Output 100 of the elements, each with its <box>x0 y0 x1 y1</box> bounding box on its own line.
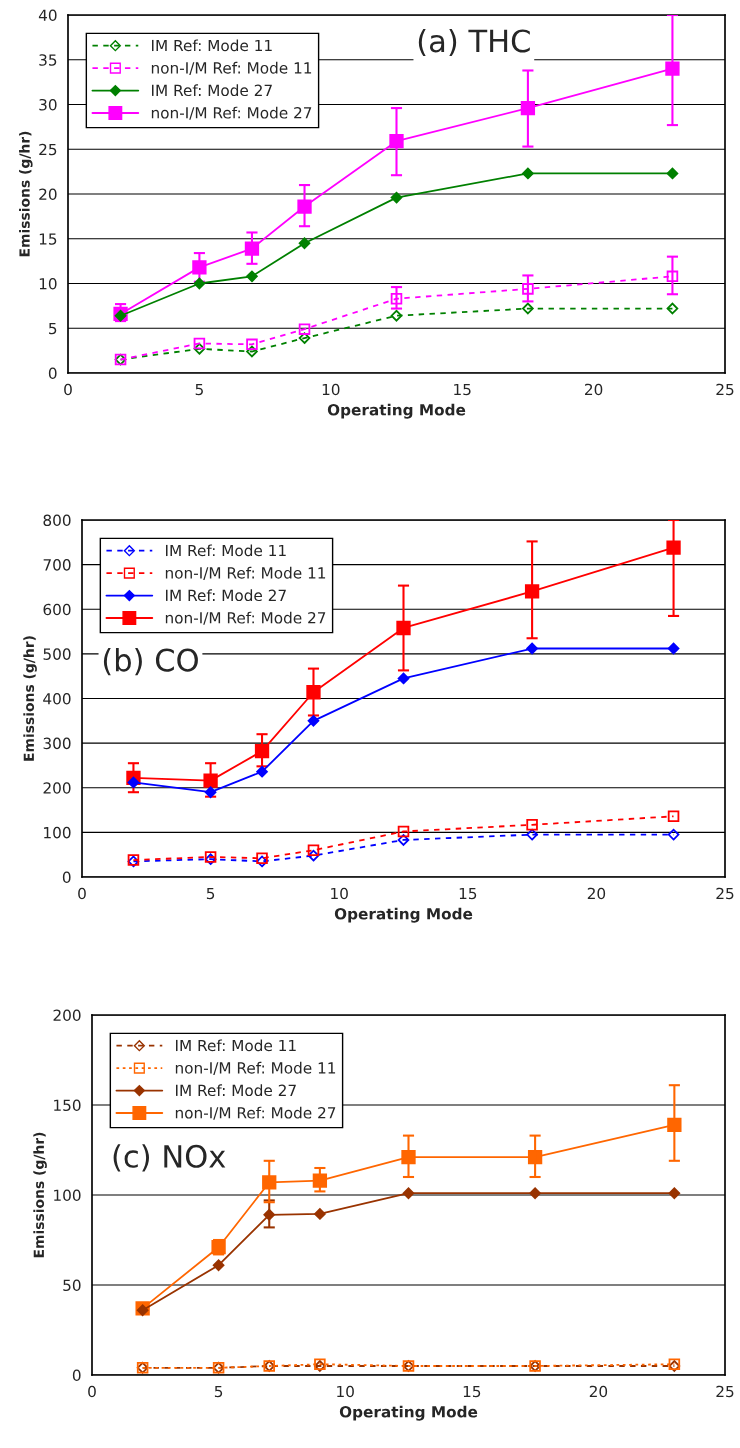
text: (b) CO <box>103 648 198 676</box>
point <box>668 1187 681 1200</box>
x-tick-label: 20 <box>585 383 603 396</box>
y-tick-label: 100 <box>54 1189 81 1202</box>
point <box>667 642 680 655</box>
point <box>297 199 312 214</box>
point <box>193 277 206 290</box>
x-tick-label: 10 <box>337 1385 354 1398</box>
x-tick-label: 15 <box>454 383 471 396</box>
point <box>246 270 258 283</box>
y-tick-label: 0 <box>72 1369 81 1382</box>
x-tick-label: 10 <box>331 887 348 900</box>
legend-label: non-I/M Ref: Mode 11 <box>165 566 326 580</box>
point <box>666 540 681 555</box>
point <box>246 338 258 351</box>
y-tick-label: 35 <box>39 54 57 66</box>
y-tick-label: 20 <box>39 188 57 201</box>
point <box>298 237 311 250</box>
y-axis-title: Emissions (g/hr) <box>19 131 33 257</box>
point <box>193 337 206 350</box>
point <box>667 1117 682 1132</box>
point <box>263 1208 276 1221</box>
legend-label: non-I/M Ref: Mode 27 <box>151 106 312 120</box>
legend-label: IM Ref: Mode 11 <box>152 39 272 52</box>
point <box>204 786 217 799</box>
point <box>526 642 538 655</box>
y-tick-label: 0 <box>62 871 71 884</box>
y-tick-label: 50 <box>63 1279 81 1292</box>
point <box>524 584 540 599</box>
point <box>397 834 410 846</box>
point <box>666 302 679 315</box>
legend-label: non-I/M Ref: Mode 27 <box>165 611 326 625</box>
point <box>526 819 538 831</box>
y-tick-label: 0 <box>48 367 57 380</box>
point <box>526 828 538 841</box>
point <box>244 241 260 256</box>
point <box>522 302 534 315</box>
legend-label: IM Ref: Mode 27 <box>176 1084 296 1097</box>
x-axis-title: Operating Mode <box>334 907 473 923</box>
point <box>127 776 140 789</box>
point <box>307 844 320 856</box>
y-axis-title: Emissions (g/hr) <box>33 1132 47 1258</box>
point <box>256 765 268 778</box>
point <box>203 773 218 788</box>
y-tick-label: 800 <box>43 514 71 527</box>
y-tick-label: 200 <box>43 782 71 794</box>
point <box>529 1187 541 1200</box>
x-tick-label: 5 <box>214 1385 223 1398</box>
y-tick-label: 100 <box>44 826 71 839</box>
legend-label: non-I/M Ref: Mode 27 <box>175 1106 336 1120</box>
point <box>390 292 403 305</box>
x-tick-label: 15 <box>459 887 477 900</box>
x-axis-title: Operating Mode <box>339 1405 478 1421</box>
legend-label: IM Ref: Mode 11 <box>166 544 286 557</box>
x-tick-label: 15 <box>463 1385 481 1398</box>
point <box>397 672 410 685</box>
point <box>314 1208 326 1220</box>
legend-label: IM Ref: Mode 27 <box>166 589 286 602</box>
chart-title: (a) THC <box>418 28 530 57</box>
point <box>246 345 258 358</box>
point <box>212 1259 225 1272</box>
point <box>307 849 320 862</box>
point <box>193 343 206 355</box>
x-tick-label: 10 <box>322 383 340 396</box>
point <box>667 810 680 823</box>
point <box>192 260 207 275</box>
x-tick-label: 5 <box>206 887 215 900</box>
y-tick-label: 40 <box>38 9 57 22</box>
x-tick-label: 20 <box>587 887 606 900</box>
point <box>390 309 403 322</box>
point <box>390 191 403 204</box>
point <box>307 714 320 727</box>
point <box>666 167 679 180</box>
point <box>667 828 680 841</box>
point <box>666 270 679 283</box>
x-tick-label: 25 <box>716 1385 734 1398</box>
y-axis-title: Emissions (g/hr) <box>23 636 37 761</box>
y-tick-label: 15 <box>39 233 57 245</box>
y-tick-label: 200 <box>53 1009 81 1022</box>
x-tick-label: 25 <box>716 887 734 900</box>
point <box>522 283 534 295</box>
y-tick-label: 5 <box>49 322 57 335</box>
y-tick-label: 30 <box>39 98 57 111</box>
point <box>262 1175 277 1190</box>
y-tick-label: 500 <box>43 648 71 660</box>
legend-label: non-I/M Ref: Mode 11 <box>151 61 312 75</box>
text: (c) NOx <box>113 1144 226 1172</box>
y-tick-label: 700 <box>43 559 71 571</box>
point <box>397 825 410 838</box>
y-tick-label: 10 <box>39 277 57 290</box>
x-tick-label: 25 <box>716 383 734 396</box>
point <box>298 323 311 335</box>
legend-label: non-I/M Ref: Mode 11 <box>175 1061 336 1075</box>
x-tick-label: 0 <box>88 1385 96 1398</box>
x-axis-title: Operating Mode <box>327 403 466 419</box>
y-tick-label: 150 <box>54 1099 81 1112</box>
y-tick-label: 400 <box>43 692 71 705</box>
point <box>522 167 534 180</box>
x-tick-label: 20 <box>589 1385 608 1398</box>
legend-label: IM Ref: Mode 11 <box>176 1039 296 1052</box>
